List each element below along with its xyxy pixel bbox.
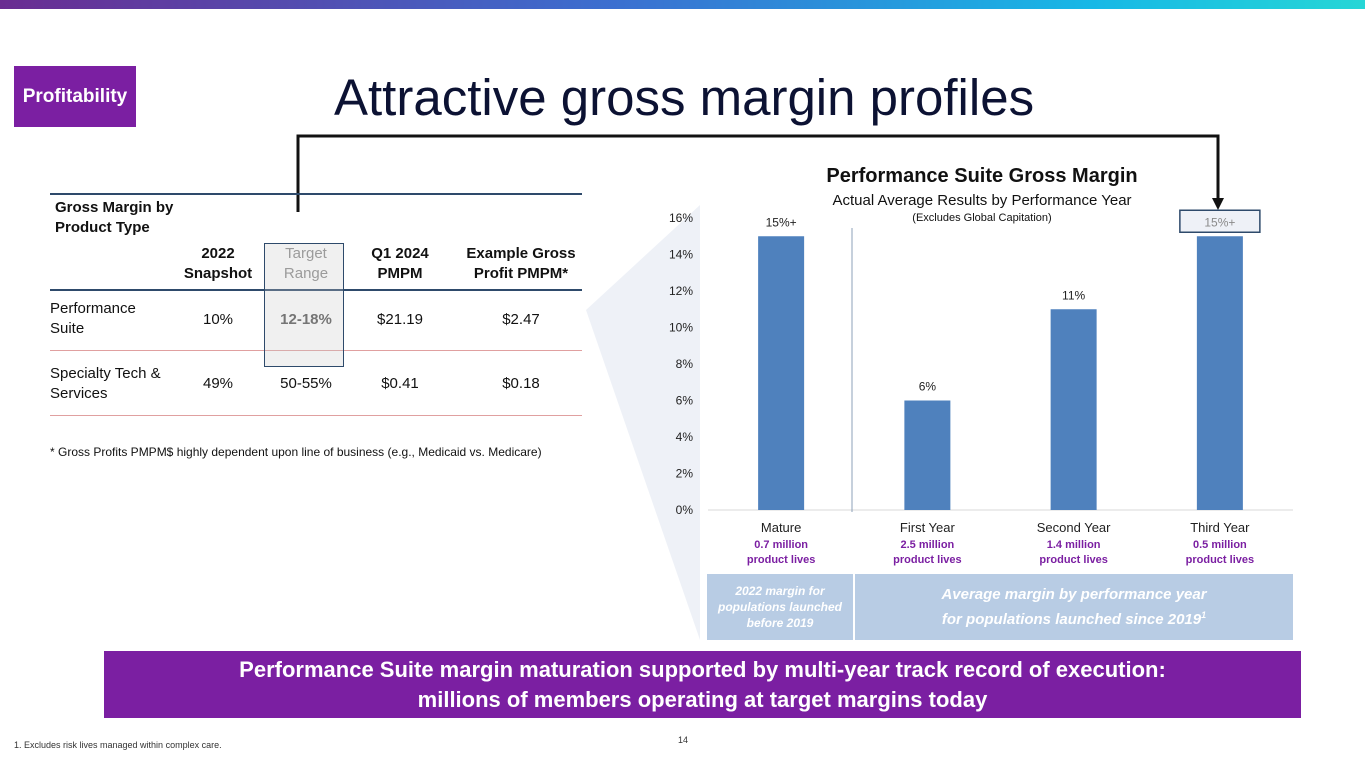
row-1-val-3: $0.18 <box>502 375 540 392</box>
category-product-lives: 1.4 million product lives <box>1039 539 1108 566</box>
x-category-label: First Year <box>899 520 955 535</box>
x-category-label: Second Year <box>1036 520 1111 535</box>
category-product-lives: 0.5 million product lives <box>1185 539 1255 566</box>
y-tick-label: 0% <box>676 503 694 517</box>
row-0-val-1: 12-18% <box>280 311 332 328</box>
bar-data-label: 6% <box>919 380 937 394</box>
category-product-lives: 0.7 million product lives <box>746 539 816 566</box>
legend-right-sup: 1 <box>1201 609 1207 620</box>
row-0-val-3: $2.47 <box>502 311 540 328</box>
banner-line2: millions of members operating at target … <box>417 686 988 712</box>
y-tick-label: 14% <box>669 248 693 262</box>
row-1-val-1: 50-55% <box>280 375 332 392</box>
page-number: 14 <box>678 735 689 745</box>
page-title: Attractive gross margin profiles <box>334 69 1035 126</box>
col-header-2022: 2022 Snapshot <box>183 245 253 282</box>
legend-box-performance-year: Average margin by performance year for p… <box>855 574 1293 640</box>
bar-second-year <box>1050 309 1097 510</box>
chart-title: Performance Suite Gross Margin <box>826 165 1138 187</box>
legend-right-line1: Average margin by performance year <box>941 585 1207 603</box>
third-year-label-box <box>1179 209 1261 233</box>
top-gradient-bar <box>0 0 1365 9</box>
table-top-rule <box>50 193 582 195</box>
col-header-example: Example Gross Profit PMPM* <box>466 245 576 282</box>
table-note: * Gross Profits PMPM$ highly dependent u… <box>50 445 542 459</box>
takeaway-banner: Performance Suite margin maturation supp… <box>104 651 1301 718</box>
row-0-val-0: 10% <box>202 311 234 328</box>
section-tag: Profitability <box>14 66 136 127</box>
category-product-lives: 2.5 million product lives <box>893 539 962 566</box>
target-range-highlight <box>264 243 344 367</box>
footnote: 1. Excludes risk lives managed within co… <box>14 740 222 750</box>
legend-right-line2: for populations launched since 2019 <box>941 610 1202 628</box>
bar-data-label: 15%+ <box>1204 215 1235 229</box>
bar-data-label: 15%+ <box>766 215 797 229</box>
table-row-rule <box>50 350 582 351</box>
row-label-performance: Performance Suite <box>50 300 136 337</box>
row-label-specialty: Specialty Tech & Services <box>50 365 161 402</box>
table-header-rule <box>50 289 582 291</box>
y-tick-label: 2% <box>676 467 694 481</box>
bar-mature <box>758 236 805 510</box>
table-bottom-rule <box>50 415 582 416</box>
y-tick-label: 10% <box>669 321 693 335</box>
x-category-label: Third Year <box>1190 520 1250 535</box>
y-tick-label: 4% <box>676 430 694 444</box>
table-group-header: Gross Margin by Product Type <box>55 199 174 236</box>
col-header-target: Target Range <box>283 245 329 282</box>
row-0-val-2: $21.19 <box>377 311 423 328</box>
chart-subtitle-note: (Excludes Global Capitation) <box>912 212 1052 224</box>
y-tick-label: 16% <box>669 211 693 225</box>
bar-data-label: 11% <box>1062 288 1085 302</box>
y-tick-label: 6% <box>676 394 694 408</box>
y-tick-label: 8% <box>676 357 694 371</box>
col-header-q1: Q1 2024 PMPM <box>371 245 429 282</box>
chart-subtitle: Actual Average Results by Performance Ye… <box>832 192 1132 209</box>
x-category-label: Mature <box>760 520 802 535</box>
bar-first-year <box>904 400 951 510</box>
row-1-val-0: 49% <box>202 375 234 392</box>
banner-line1: Performance Suite margin maturation supp… <box>239 656 1166 682</box>
row-1-val-2: $0.41 <box>381 375 419 392</box>
legend-box-mature: 2022 margin for populations launched bef… <box>707 574 853 640</box>
bar-third-year <box>1196 236 1243 510</box>
y-tick-label: 12% <box>669 284 693 298</box>
